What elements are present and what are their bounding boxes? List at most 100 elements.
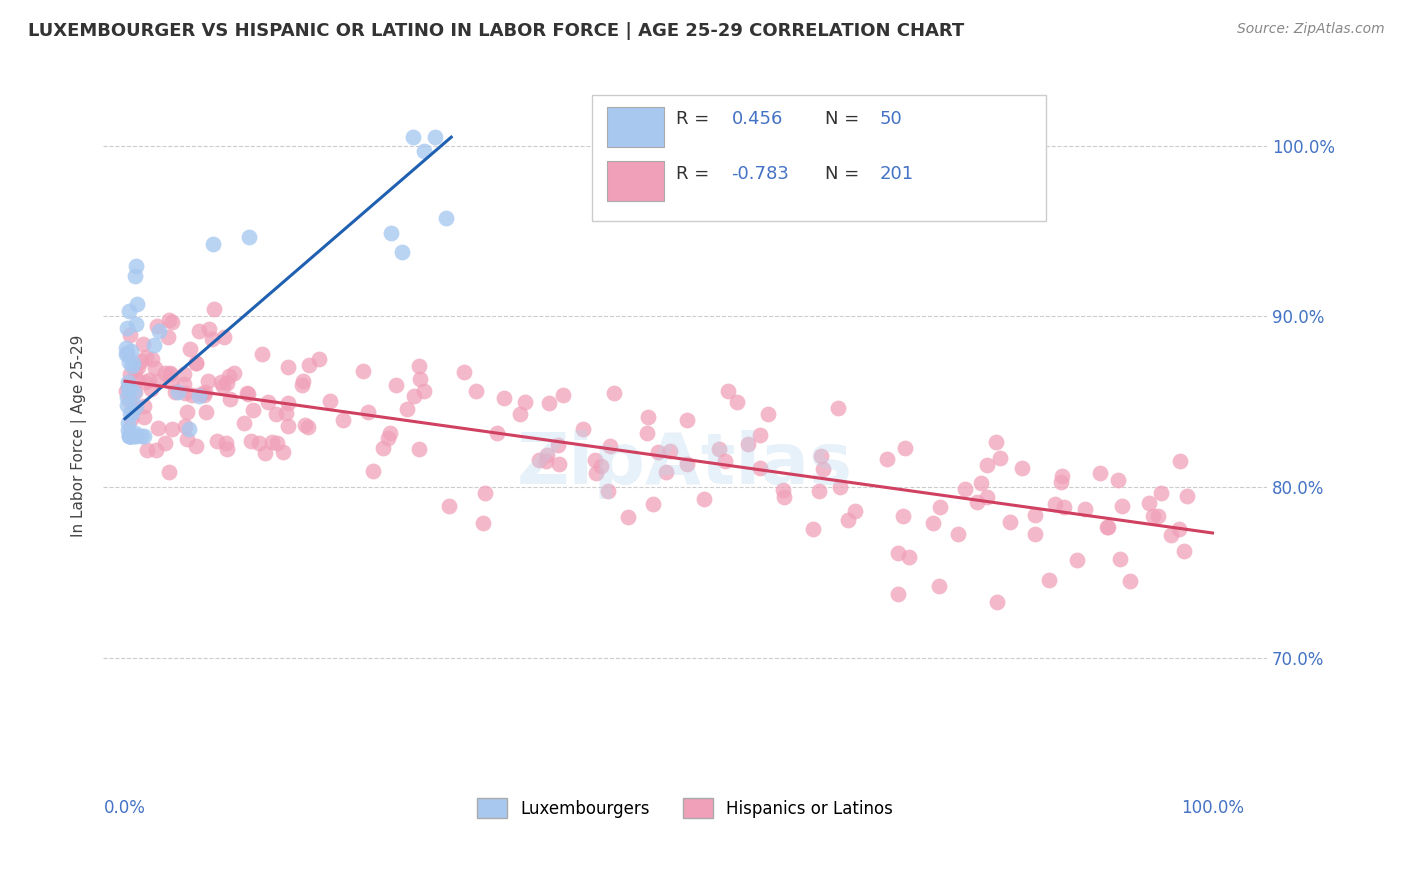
Point [124, 401, 146, 415]
Point [173, 376, 195, 391]
Point [709, 442, 731, 456]
Text: ZipAtlas: ZipAtlas [517, 430, 853, 499]
Point [238, 229, 260, 244]
Point [159, 376, 181, 390]
Point [494, 391, 516, 405]
Point [291, 374, 314, 388]
Point [217, 376, 239, 390]
Point [118, 428, 141, 442]
Point [124, 269, 146, 284]
Point [1073, 502, 1095, 516]
Point [371, 441, 394, 455]
Point [988, 451, 1011, 466]
Point [118, 383, 141, 397]
Point [250, 347, 273, 361]
Point [121, 359, 143, 373]
Point [115, 347, 138, 361]
Point [176, 405, 198, 419]
Point [655, 465, 678, 479]
Point [115, 342, 138, 356]
Point [277, 419, 299, 434]
Point [176, 432, 198, 446]
Point [256, 395, 278, 409]
Legend: Luxembourgers, Hispanics or Latinos: Luxembourgers, Hispanics or Latinos [470, 791, 900, 825]
Point [583, 452, 606, 467]
Point [1111, 499, 1133, 513]
Point [1147, 508, 1170, 523]
Point [294, 417, 316, 432]
Point [453, 364, 475, 378]
Point [378, 426, 401, 441]
Point [1175, 489, 1198, 503]
Point [215, 442, 238, 456]
Point [118, 406, 141, 420]
Point [717, 384, 740, 398]
Point [132, 409, 155, 424]
Point [474, 486, 496, 500]
Point [145, 318, 167, 333]
Text: 201: 201 [879, 165, 914, 183]
Point [115, 321, 138, 335]
Point [396, 401, 419, 416]
Point [886, 546, 908, 560]
Point [174, 386, 197, 401]
Point [129, 354, 152, 368]
Point [157, 330, 180, 344]
Point [986, 434, 1008, 449]
Point [1024, 508, 1046, 522]
Point [693, 491, 716, 506]
Point [115, 398, 138, 412]
Point [233, 416, 256, 430]
Y-axis label: In Labor Force | Age 25-29: In Labor Force | Age 25-29 [72, 334, 87, 537]
Point [197, 374, 219, 388]
Point [124, 364, 146, 378]
Point [266, 436, 288, 450]
Point [115, 384, 138, 399]
Point [772, 490, 794, 504]
Point [274, 406, 297, 420]
Point [163, 385, 186, 400]
Point [1088, 467, 1111, 481]
Point [205, 434, 228, 449]
Point [928, 500, 950, 515]
Point [125, 260, 148, 274]
Point [117, 380, 139, 394]
Point [637, 410, 659, 425]
Point [352, 364, 374, 378]
Point [194, 405, 217, 419]
Point [1168, 522, 1191, 536]
Point [201, 236, 224, 251]
Point [676, 457, 699, 471]
Point [218, 369, 240, 384]
Point [141, 352, 163, 367]
Point [214, 330, 236, 344]
Point [125, 428, 148, 442]
Point [876, 452, 898, 467]
Point [120, 327, 142, 342]
Point [117, 417, 139, 431]
Point [1095, 520, 1118, 534]
Point [1108, 552, 1130, 566]
Point [127, 360, 149, 375]
Point [115, 346, 138, 360]
Point [408, 359, 430, 373]
Point [891, 508, 914, 523]
Text: 50: 50 [879, 110, 903, 128]
Point [122, 385, 145, 400]
Point [194, 385, 217, 400]
Point [118, 428, 141, 442]
Point [1066, 552, 1088, 566]
Point [122, 356, 145, 370]
Point [135, 350, 157, 364]
Point [298, 358, 321, 372]
Point [117, 375, 139, 389]
Point [117, 304, 139, 318]
Point [413, 144, 436, 158]
Point [125, 318, 148, 332]
Text: N =: N = [825, 110, 865, 128]
Point [124, 385, 146, 400]
Point [145, 442, 167, 457]
Point [277, 359, 299, 374]
Point [271, 445, 294, 459]
Point [636, 425, 658, 440]
